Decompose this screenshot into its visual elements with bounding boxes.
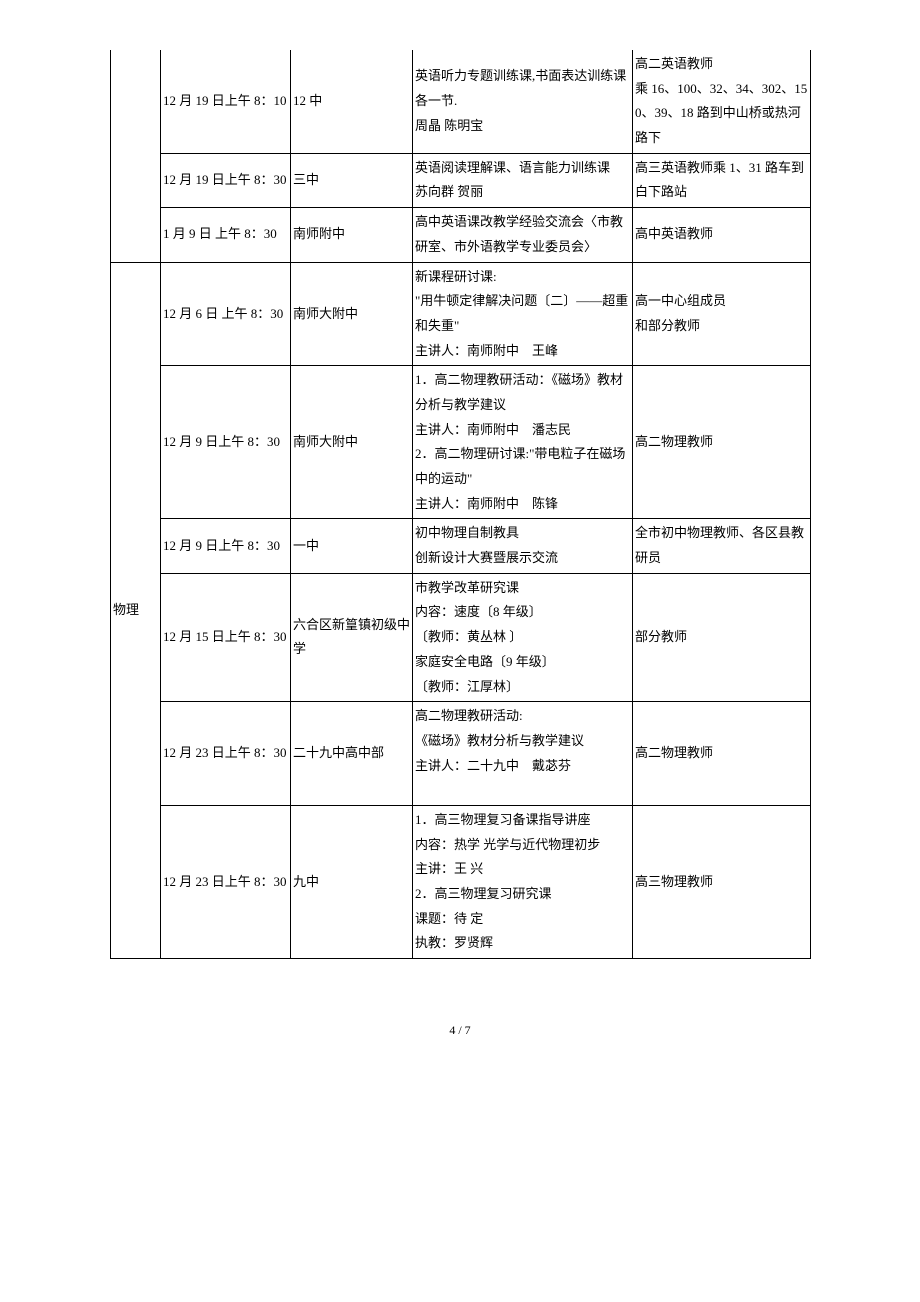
content-cell: 高中英语课改教学经验交流会〈市教研室、市外语教学专业委员会〉 bbox=[413, 208, 633, 262]
time-cell: 12 月 23 日上午 8：30 bbox=[161, 805, 291, 958]
table-row: 12 月 19 日上午 8：30三中英语阅读理解课、语言能力训练课苏向群 贺丽高… bbox=[111, 153, 811, 207]
attendees-cell: 高二物理教师 bbox=[633, 702, 811, 806]
time-cell: 12 月 9 日上午 8：30 bbox=[161, 366, 291, 519]
attendees-cell: 高三物理教师 bbox=[633, 805, 811, 958]
time-cell: 12 月 9 日上午 8：30 bbox=[161, 519, 291, 573]
subject-cell: 物理 bbox=[111, 262, 161, 959]
time-cell: 12 月 19 日上午 8：10 bbox=[161, 50, 291, 153]
schedule-table: 12 月 19 日上午 8：1012 中英语听力专题训练课,书面表达训练课各一节… bbox=[110, 50, 811, 959]
attendees-cell: 全市初中物理教师、各区县教研员 bbox=[633, 519, 811, 573]
attendees-cell: 高三英语教师乘 1、31 路车到白下路站 bbox=[633, 153, 811, 207]
content-cell: 市教学改革研究课内容：速度〔8 年级〕〔教师：黄丛林 〕家庭安全电路〔9 年级〕… bbox=[413, 573, 633, 701]
content-cell: 初中物理自制教具创新设计大赛暨展示交流 bbox=[413, 519, 633, 573]
table-row: 12 月 19 日上午 8：1012 中英语听力专题训练课,书面表达训练课各一节… bbox=[111, 50, 811, 153]
table-row: 物理12 月 6 日 上午 8：30南师大附中新课程研讨课:"用牛顿定律解决问题… bbox=[111, 262, 811, 366]
time-cell: 12 月 19 日上午 8：30 bbox=[161, 153, 291, 207]
content-cell: 英语听力专题训练课,书面表达训练课各一节.周晶 陈明宝 bbox=[413, 50, 633, 153]
place-cell: 三中 bbox=[291, 153, 413, 207]
place-cell: 九中 bbox=[291, 805, 413, 958]
content-cell: 新课程研讨课:"用牛顿定律解决问题〔二〕——超重和失重"主讲人：南师附中 王峰 bbox=[413, 262, 633, 366]
table-row: 1 月 9 日 上午 8：30南师附中高中英语课改教学经验交流会〈市教研室、市外… bbox=[111, 208, 811, 262]
place-cell: 南师大附中 bbox=[291, 366, 413, 519]
time-cell: 12 月 15 日上午 8：30 bbox=[161, 573, 291, 701]
table-row: 12 月 9 日上午 8：30一中初中物理自制教具创新设计大赛暨展示交流全市初中… bbox=[111, 519, 811, 573]
attendees-cell: 高一中心组成员和部分教师 bbox=[633, 262, 811, 366]
content-cell: 高二物理教研活动:《磁场》教材分析与教学建议主讲人：二十九中 戴苾芬 bbox=[413, 702, 633, 806]
place-cell: 一中 bbox=[291, 519, 413, 573]
content-cell: 英语阅读理解课、语言能力训练课苏向群 贺丽 bbox=[413, 153, 633, 207]
table-row: 12 月 15 日上午 8：30六合区新篁镇初级中学市教学改革研究课内容：速度〔… bbox=[111, 573, 811, 701]
attendees-cell: 部分教师 bbox=[633, 573, 811, 701]
attendees-cell: 高中英语教师 bbox=[633, 208, 811, 262]
table-row: 12 月 23 日上午 8：30二十九中高中部高二物理教研活动:《磁场》教材分析… bbox=[111, 702, 811, 806]
place-cell: 二十九中高中部 bbox=[291, 702, 413, 806]
place-cell: 南师大附中 bbox=[291, 262, 413, 366]
page-number: 4 / 7 bbox=[110, 1019, 810, 1042]
time-cell: 12 月 6 日 上午 8：30 bbox=[161, 262, 291, 366]
subject-cell bbox=[111, 50, 161, 262]
time-cell: 1 月 9 日 上午 8：30 bbox=[161, 208, 291, 262]
content-cell: 1．高二物理教研活动：《磁场》教材分析与教学建议主讲人：南师附中 潘志民2．高二… bbox=[413, 366, 633, 519]
place-cell: 12 中 bbox=[291, 50, 413, 153]
attendees-cell: 高二英语教师乘 16、100、32、34、302、150、39、18 路到中山桥… bbox=[633, 50, 811, 153]
place-cell: 六合区新篁镇初级中学 bbox=[291, 573, 413, 701]
place-cell: 南师附中 bbox=[291, 208, 413, 262]
table-row: 12 月 23 日上午 8：30九中1．高三物理复习备课指导讲座内容：热学 光学… bbox=[111, 805, 811, 958]
content-cell: 1．高三物理复习备课指导讲座内容：热学 光学与近代物理初步主讲：王 兴2．高三物… bbox=[413, 805, 633, 958]
attendees-cell: 高二物理教师 bbox=[633, 366, 811, 519]
time-cell: 12 月 23 日上午 8：30 bbox=[161, 702, 291, 806]
table-row: 12 月 9 日上午 8：30南师大附中1．高二物理教研活动：《磁场》教材分析与… bbox=[111, 366, 811, 519]
